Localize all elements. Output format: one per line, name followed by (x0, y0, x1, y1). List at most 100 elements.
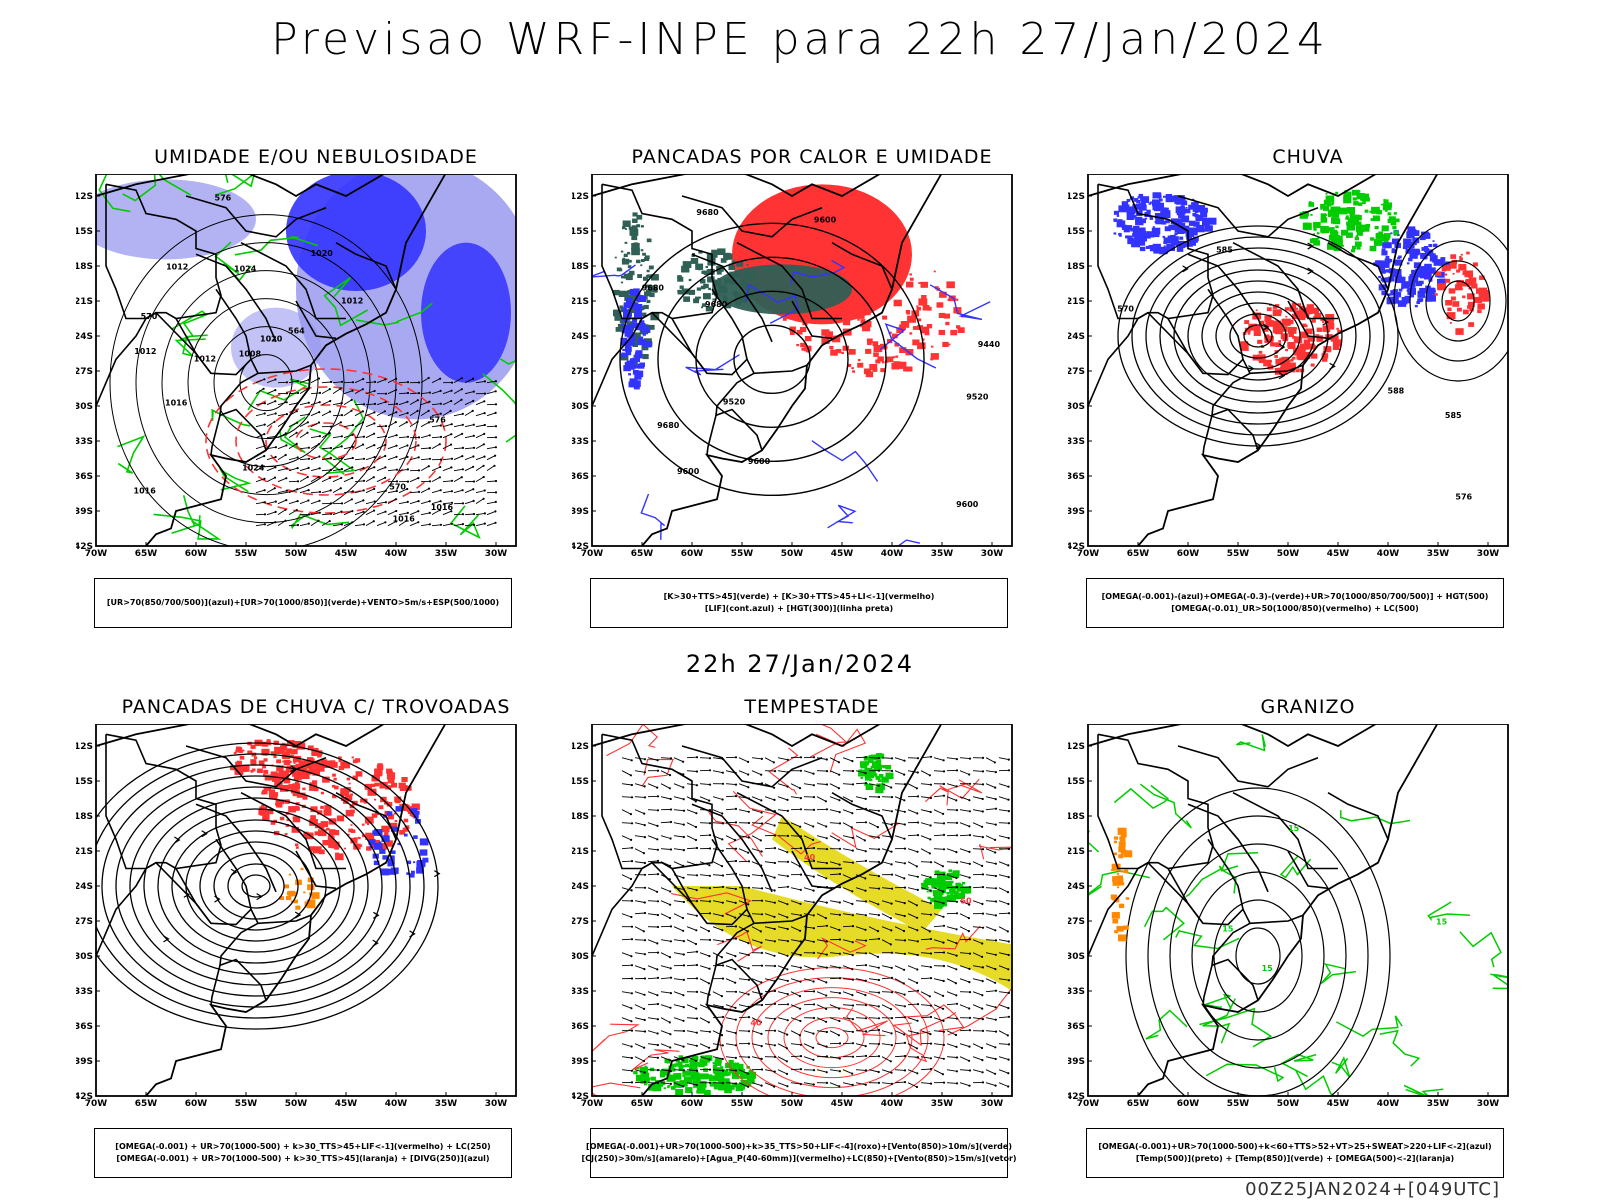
lon-tick-label: 30W (485, 549, 508, 559)
lat-tick-label: 42S (76, 542, 93, 552)
contour-label: 50 (960, 897, 972, 906)
lat-tick-label: 27S (1068, 367, 1085, 377)
border (592, 861, 708, 957)
contour-label: 1024 (242, 463, 265, 472)
lat-tick-label: 33S (76, 987, 93, 997)
border (295, 850, 337, 890)
border (791, 300, 833, 340)
contour-label: 15 (1436, 918, 1448, 927)
border (105, 733, 222, 870)
border (1211, 908, 1259, 1001)
lat-tick-label: 33S (1068, 987, 1085, 997)
legend-line: [UR>70(850/700/500)](azul)+[UR>70(1000/8… (106, 598, 500, 607)
border (1097, 733, 1214, 870)
lon-tick-label: 45W (335, 549, 358, 559)
border (1187, 253, 1269, 343)
contour-label: 9440 (978, 340, 1001, 349)
lon-tick-label: 30W (1477, 549, 1500, 559)
border (706, 415, 717, 456)
border (736, 241, 842, 320)
lat-tick-label: 18S (76, 262, 93, 272)
lon-tick-label: 35W (1427, 1099, 1450, 1109)
lat-tick-label: 42S (1068, 542, 1085, 552)
lon-tick-label: 65W (1127, 1099, 1150, 1109)
panel-umidade: UMIDADE E/OU NEBULOSIDADE 1012 1008 1012 101… (76, 146, 556, 628)
border (831, 792, 893, 840)
lat-tick-label: 39S (1068, 1057, 1085, 1067)
contour-label: 570 (141, 312, 158, 321)
border (1177, 745, 1319, 788)
lon-tick-label: 45W (1327, 549, 1350, 559)
lon-tick-label: 65W (631, 549, 654, 559)
panel-title: GRANIZO (1260, 696, 1356, 718)
lat-tick-label: 21S (572, 847, 589, 857)
border (1232, 791, 1338, 870)
lon-tick-label: 65W (135, 549, 158, 559)
lon-tick-label: 30W (981, 1099, 1004, 1109)
panel-title: UMIDADE E/OU NEBULOSIDADE (154, 146, 478, 168)
lon-tick-label: 60W (1177, 1099, 1200, 1109)
border (1327, 792, 1389, 840)
lat-tick-label: 30S (1068, 952, 1085, 962)
lat-tick-label: 18S (1068, 812, 1085, 822)
lat-tick-label: 21S (572, 297, 589, 307)
lat-tick-label: 12S (1068, 192, 1085, 202)
lon-tick-label: 70W (581, 549, 604, 559)
border (185, 745, 327, 788)
lon-tick-label: 60W (185, 549, 208, 559)
border (753, 364, 808, 375)
border (1097, 183, 1214, 320)
contour-label: 1016 (134, 487, 157, 496)
lat-tick-label: 39S (572, 507, 589, 517)
lon-tick-label: 40W (1377, 549, 1400, 559)
lat-tick-label: 18S (572, 262, 589, 272)
contour-label: 1012 (134, 347, 156, 356)
coastline (96, 724, 447, 1096)
border (335, 792, 397, 840)
lat-tick-label: 12S (1068, 742, 1085, 752)
lon-tick-label: 65W (135, 1099, 158, 1109)
legend-box: [OMEGA(-0.001)-(azul)+OMEGA(-0.3)-(verde… (1086, 578, 1504, 628)
border (753, 914, 808, 925)
lon-tick-label: 65W (631, 1099, 654, 1109)
lon-tick-label: 35W (435, 549, 458, 559)
legend-line: [K>30+TTS>45](verde) + [K>30+TTS>45+LI<-… (663, 592, 935, 601)
contour-label: 9600 (748, 457, 771, 466)
lon-tick-label: 45W (831, 549, 854, 559)
lon-tick-label: 40W (881, 549, 904, 559)
lon-tick-label: 55W (235, 1099, 258, 1109)
contour-label: 9680 (657, 421, 680, 430)
legend-box: [UR>70(850/700/500)](azul)+[UR>70(1000/8… (94, 578, 512, 628)
lon-tick-label: 70W (1077, 549, 1100, 559)
contour-label: 570 (389, 483, 406, 492)
lat-tick-label: 30S (76, 952, 93, 962)
coastline (592, 724, 943, 1096)
lon-tick-label: 45W (831, 1099, 854, 1109)
border (195, 253, 277, 343)
legend-line: [LIF](cont.azul) + [HGT(300)](linha pret… (704, 604, 894, 613)
border (210, 965, 221, 1006)
contour-label: 15 (1222, 925, 1234, 934)
lat-tick-label: 24S (572, 332, 589, 342)
lat-tick-label: 36S (1068, 472, 1085, 482)
lat-tick-label: 24S (1068, 882, 1085, 892)
lat-tick-label: 12S (572, 742, 589, 752)
forecast-map: 40 40 50 12S 15S 18S 21S 24S 27S 30S 33S 36S 39S 42S7… (572, 724, 1013, 1109)
border (681, 745, 823, 788)
contour-label: 564 (288, 327, 305, 336)
legend-line: [OMEGA(-0.001)+UR>70(1000-500)+k<60+TTS>… (1098, 1142, 1492, 1151)
border (1249, 364, 1304, 375)
panel-trovoadas: PANCADAS DE CHUVA C/ TROVOADAS 12S 15S 18S 2… (76, 696, 556, 1178)
valid-time-label: 22h 27/Jan/2024 (685, 650, 915, 678)
legend-line: [Temp(500)](preto) + [Temp(850)](verde) … (1135, 1154, 1455, 1163)
panel-title: CHUVA (1272, 146, 1344, 168)
border (1187, 803, 1269, 893)
lon-tick-label: 50W (285, 1099, 308, 1109)
lon-tick-label: 50W (1277, 549, 1300, 559)
lat-tick-label: 36S (572, 472, 589, 482)
lat-tick-label: 39S (1068, 507, 1085, 517)
contour-label: 1016 (431, 503, 454, 512)
border (96, 311, 212, 407)
border (1327, 242, 1389, 290)
